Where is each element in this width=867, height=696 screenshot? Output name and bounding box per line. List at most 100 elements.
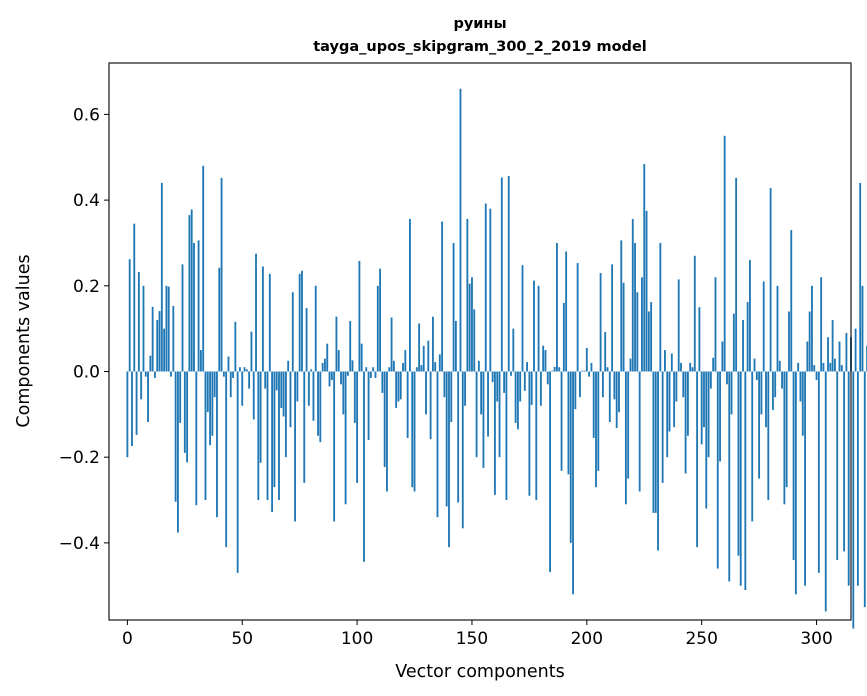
bar-257	[716, 371, 719, 569]
bar-291	[794, 371, 797, 595]
bar-252	[705, 371, 708, 509]
bar-30	[195, 371, 198, 506]
bar-246	[691, 367, 694, 372]
bar-229	[652, 371, 655, 513]
bar-26	[186, 371, 189, 463]
bar-239	[675, 371, 678, 402]
bar-50	[241, 371, 244, 406]
bar-268	[742, 320, 744, 372]
bar-321	[863, 371, 866, 608]
bar-223	[638, 371, 641, 492]
bar-238	[673, 371, 676, 428]
bar-215	[620, 240, 623, 372]
bar-91	[335, 316, 338, 372]
bar-113	[386, 371, 388, 492]
bar-298	[811, 285, 813, 372]
chart-title: руины	[453, 16, 506, 32]
bar-309	[836, 371, 839, 561]
bar-156	[484, 203, 487, 372]
bar-161	[496, 371, 499, 402]
bar-7	[142, 285, 145, 372]
bar-140	[448, 371, 450, 548]
bar-9	[147, 371, 149, 423]
bar-197	[579, 371, 581, 398]
bar-17	[165, 285, 168, 372]
bar-5	[137, 272, 140, 372]
bar-83	[317, 371, 319, 436]
bar-137	[441, 221, 444, 372]
bar-214	[618, 371, 620, 413]
bar-253	[707, 371, 710, 458]
y-tick-label: −0.4	[59, 534, 100, 554]
bar-51	[243, 367, 246, 372]
bar-185	[551, 370, 554, 372]
bar-71	[289, 371, 292, 428]
bar-16	[163, 328, 166, 372]
bar-22	[177, 371, 179, 533]
bar-302	[820, 277, 823, 372]
bar-243	[684, 371, 687, 474]
bar-111	[381, 371, 384, 393]
bar-292	[797, 362, 800, 372]
bar-53	[248, 371, 251, 389]
bar-187	[556, 242, 558, 372]
bar-260	[723, 135, 726, 372]
bar-305	[827, 337, 829, 372]
bar-192	[567, 371, 570, 475]
bar-247	[693, 255, 696, 372]
bar-15	[160, 182, 163, 372]
bar-278	[765, 371, 767, 428]
bar-274	[755, 371, 758, 381]
bar-95	[344, 371, 347, 505]
bar-105	[367, 371, 370, 441]
bar-52	[245, 369, 248, 372]
bar-67	[280, 371, 283, 408]
bar-301	[817, 371, 820, 573]
bars-group	[126, 88, 867, 629]
bar-228	[650, 302, 653, 372]
bar-12	[154, 371, 156, 378]
bar-47	[234, 321, 237, 372]
bar-82	[314, 285, 317, 372]
bar-211	[611, 264, 614, 372]
bar-75	[298, 273, 301, 372]
x-axis-ticks: 0 50 100 150 200 250 300	[122, 620, 833, 649]
bar-45	[229, 371, 232, 398]
bar-296	[806, 341, 809, 372]
bar-164	[503, 371, 506, 393]
bar-49	[239, 367, 241, 372]
y-axis-label: Components values	[14, 254, 34, 427]
bar-200	[585, 347, 588, 372]
bar-62	[268, 273, 271, 372]
bar-221	[634, 242, 636, 372]
bar-3	[133, 223, 136, 372]
bar-317	[854, 328, 857, 372]
bar-123	[409, 218, 411, 372]
bar-251	[703, 371, 705, 428]
bar-269	[744, 371, 747, 591]
bar-216	[622, 282, 625, 372]
bar-73	[294, 371, 296, 522]
bar-313	[845, 332, 848, 372]
x-tick-label: 300	[800, 629, 832, 649]
bar-219	[629, 358, 632, 372]
bar-84	[319, 371, 322, 443]
bar-132	[429, 371, 432, 440]
bar-34	[204, 371, 207, 501]
bar-258	[719, 371, 721, 462]
bar-270	[746, 302, 749, 372]
bar-177	[533, 280, 535, 372]
bar-21	[174, 371, 177, 502]
bar-166	[507, 176, 510, 372]
bar-48	[236, 371, 239, 573]
bar-241	[680, 362, 682, 372]
bar-98	[351, 360, 354, 372]
bar-129	[422, 345, 425, 372]
bar-311	[840, 365, 843, 372]
bar-184	[549, 371, 551, 573]
bar-121	[404, 350, 407, 372]
bar-198	[581, 370, 584, 372]
bar-201	[588, 371, 591, 377]
bar-42	[222, 371, 225, 377]
bar-10	[149, 355, 152, 372]
